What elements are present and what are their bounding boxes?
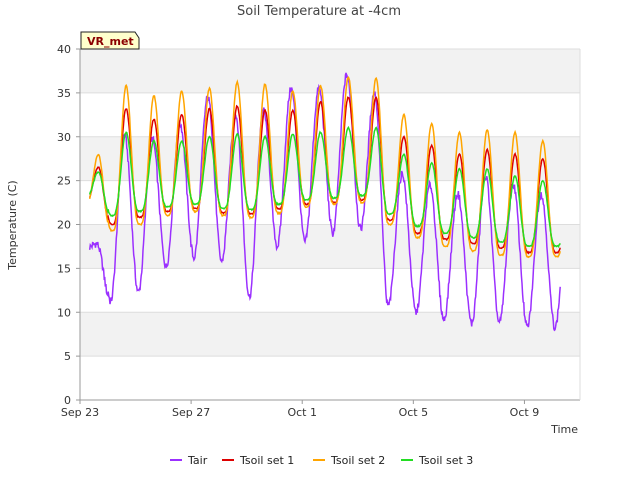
y-axis-label: Temperature (C) (6, 180, 19, 270)
series-line-tsoil-set-3 (88, 125, 561, 249)
series-lines (88, 72, 561, 332)
x-tick-label: Oct 5 (399, 406, 429, 419)
y-tick-label: 35 (57, 87, 71, 100)
y-ticks: 0 5 10 15 20 25 30 35 40 (57, 43, 80, 407)
x-tick-label: Sep 23 (61, 406, 99, 419)
plot-band (80, 92, 580, 137)
legend: Tair Tsoil set 1 Tsoil set 2 Tsoil set 3 (170, 454, 473, 467)
x-ticks: Sep 23 Sep 27 Oct 1 Oct 5 Oct 9 (61, 400, 539, 419)
plot-band (80, 136, 580, 181)
x-tick-label: Oct 9 (510, 406, 540, 419)
legend-label: Tsoil set 3 (418, 454, 473, 467)
plot-band (80, 356, 580, 400)
x-tick-label: Oct 1 (287, 406, 317, 419)
y-tick-label: 25 (57, 175, 71, 188)
y-tick-label: 20 (57, 219, 71, 232)
badge-box (80, 31, 140, 50)
chart-title: Soil Temperature at -4cm (237, 4, 401, 19)
plot-band (80, 49, 580, 93)
station-badge: VR_met (80, 31, 140, 50)
legend-label: Tair (187, 454, 208, 467)
plot-band (80, 312, 580, 357)
legend-label: Tsoil set 1 (239, 454, 294, 467)
y-tick-label: 15 (57, 262, 71, 275)
x-axis-label: Time (550, 423, 578, 436)
legend-label: Tsoil set 2 (330, 454, 385, 467)
badge-label: VR_met (87, 35, 134, 48)
series-line-tsoil-set-2 (88, 76, 561, 259)
y-tick-label: 40 (57, 43, 71, 56)
y-tick-label: 30 (57, 131, 71, 144)
y-tick-label: 5 (64, 350, 71, 363)
x-tick-label: Sep 27 (172, 406, 210, 419)
y-tick-label: 0 (64, 394, 71, 407)
y-tick-label: 10 (57, 306, 71, 319)
